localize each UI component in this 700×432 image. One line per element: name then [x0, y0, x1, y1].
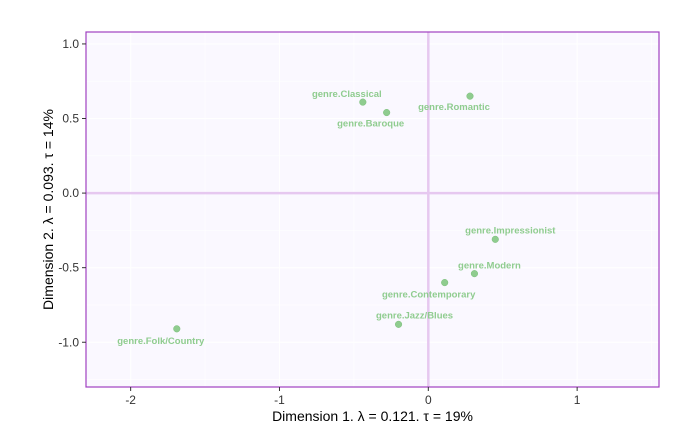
- minor-gridlines: [86, 32, 659, 387]
- data-point-label: genre.Impressionist: [465, 225, 556, 236]
- data-point-label: genre.Romantic: [418, 102, 490, 113]
- data-point-label: genre.Classical: [312, 89, 382, 100]
- x-axis-title: Dimension 1. λ = 0.121. τ = 19%: [272, 408, 473, 424]
- y-tick-label: -1.0: [58, 335, 79, 349]
- data-point-label: genre.Folk/Country: [117, 336, 205, 347]
- x-axis-ticks: -2 -1 0 1: [125, 387, 581, 407]
- y-axis-ticks: -1.0 -0.5 0.0 0.5 1.0: [58, 37, 86, 349]
- data-point: [394, 320, 403, 328]
- y-tick-label: 1.0: [62, 37, 79, 51]
- data-point-label: genre.Baroque: [337, 119, 404, 130]
- data-point: [441, 279, 449, 287]
- y-axis-title: Dimension 2. λ = 0.093. τ = 14%: [40, 109, 56, 310]
- y-tick-label: 0.0: [62, 186, 79, 200]
- y-tick-label: 0.5: [62, 112, 79, 126]
- data-point: [491, 235, 499, 243]
- data-point: [359, 98, 367, 106]
- data-point-labels: genre.Classical genre.Baroque genre.Romant…: [117, 89, 556, 347]
- data-point-label: genre.Jazz/Blues: [376, 310, 453, 321]
- data-point-label: genre.Contemporary: [382, 290, 476, 301]
- reference-lines: [86, 32, 659, 387]
- x-tick-label: 0: [425, 393, 432, 407]
- data-point: [466, 92, 474, 100]
- y-tick-label: -0.5: [58, 261, 79, 275]
- x-tick-label: -2: [125, 393, 136, 407]
- data-point: [173, 325, 181, 333]
- data-points: [173, 92, 499, 333]
- data-point: [383, 108, 391, 117]
- data-point-label: genre.Modern: [458, 261, 521, 272]
- plot-panel-border: [85, 31, 660, 388]
- x-tick-label: 1: [574, 393, 581, 407]
- x-tick-label: -1: [274, 393, 285, 407]
- data-point: [470, 270, 478, 278]
- plot-panel: [86, 32, 659, 387]
